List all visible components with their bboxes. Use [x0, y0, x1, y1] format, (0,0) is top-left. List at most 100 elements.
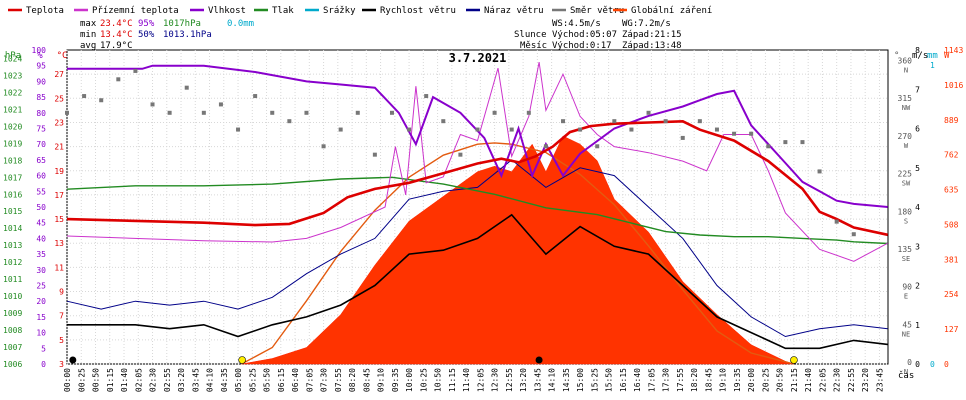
axis-time-tick: 06:15: [277, 368, 286, 392]
axis-hpa-tick: 1014: [3, 224, 22, 233]
axis-time-tick: 02:05: [134, 368, 143, 392]
axis-celsius-tick: 13: [54, 239, 64, 248]
axis-hpa-unit: hPa: [5, 51, 21, 61]
stat-max-label: max: [80, 19, 97, 29]
axis-time-tick: 07:55: [334, 368, 343, 392]
axis-direction-tick: 360: [898, 57, 913, 66]
chart-title: 3.7.2021: [449, 51, 507, 65]
axis-celsius-tick: 27: [54, 70, 64, 79]
axis-time-tick: 12:55: [505, 368, 514, 392]
series-ground-temperature-line: [66, 62, 888, 262]
wind-direction-point: [372, 152, 377, 157]
wind-direction-point: [253, 94, 258, 99]
legend-label: Tlak: [272, 6, 294, 16]
axis-hpa-tick: 1017: [3, 173, 22, 182]
axis-time-tick: 17:55: [676, 368, 685, 392]
axis-ms-tick: 1: [915, 321, 920, 330]
stat-wind-speed: WS:4.5m/s: [552, 19, 601, 29]
axis-direction-tick: 0: [907, 358, 912, 367]
axis-ms-tick: 8: [915, 46, 920, 55]
axis-celsius-tick: 5: [59, 336, 64, 345]
axis-percent-tick: 30: [36, 266, 46, 275]
axis-time-tick: 13:45: [533, 368, 542, 392]
axis-time-tick: 23:20: [861, 368, 870, 392]
stat-max-humidity: 95%: [138, 19, 155, 29]
moon-set: Západ:13:48: [622, 41, 682, 51]
axis-time-tick: 16:15: [619, 368, 628, 392]
wind-direction-point: [475, 127, 480, 132]
legend-label: Náraz větru: [484, 6, 544, 16]
axis-mm-tick: 0: [930, 360, 935, 369]
axis-time-tick: 20:25: [761, 368, 770, 392]
wind-direction-point: [595, 144, 600, 149]
axis-hpa-tick: 1021: [3, 105, 22, 114]
axis-time-tick: 21:15: [790, 368, 799, 392]
wind-direction-point: [407, 127, 412, 132]
axis-w-tick: 127: [944, 325, 959, 334]
axis-percent-tick: 45: [36, 219, 46, 228]
wind-direction-point: [578, 127, 583, 132]
axis-time-tick: 02:55: [163, 368, 172, 392]
axis-time-tick: 16:40: [633, 368, 642, 392]
axis-time-tick: 08:45: [362, 368, 371, 392]
axis-time-tick: 13:20: [519, 368, 528, 392]
axis-direction-tick: 225: [898, 170, 913, 179]
axis-time-tick: 19:35: [733, 368, 742, 392]
axis-percent-tick: 90: [36, 77, 46, 86]
wind-direction-point: [834, 219, 839, 224]
series-global-radiation-area: [241, 135, 794, 365]
axis-ms-tick: 7: [915, 85, 920, 94]
axis-hpa-tick: 1016: [3, 190, 22, 199]
axis-direction-name: NW: [902, 104, 911, 112]
axis-hpa-tick: 1007: [3, 343, 22, 352]
axis-time-tick: 11:40: [462, 368, 471, 392]
axis-time-tick: 04:10: [206, 368, 215, 392]
wind-direction-point: [218, 102, 223, 107]
axis-direction-name: N: [904, 67, 908, 75]
axis-direction-unit: °: [894, 51, 899, 61]
axis-percent-tick: 40: [36, 234, 46, 243]
axis-ms-tick: 5: [915, 164, 920, 173]
axis-hpa-tick: 1018: [3, 156, 22, 165]
axis-w-tick: 1143: [944, 46, 963, 55]
axis-direction-name: W: [904, 142, 909, 150]
series-wind-gust-line: [66, 159, 888, 338]
wind-direction-point: [851, 232, 856, 237]
axis-percent-tick: 20: [36, 297, 46, 306]
axis-percent-tick: 80: [36, 109, 46, 118]
axis-hpa-tick: 1012: [3, 258, 22, 267]
wind-direction-point: [321, 144, 326, 149]
axis-time-tick: 10:25: [419, 368, 428, 392]
axis-direction-name: SW: [902, 180, 911, 188]
series-temperature-line: [66, 119, 888, 237]
wind-direction-point: [697, 119, 702, 124]
wind-direction-point: [82, 94, 87, 99]
axis-hpa-tick: 1013: [3, 241, 22, 250]
axis-direction-tick: 90: [902, 283, 912, 292]
axis-hpa-tick: 1015: [3, 207, 22, 216]
axis-time-tick: 21:40: [804, 368, 813, 392]
axis-percent-unit: %: [37, 51, 43, 61]
stat-wind-gust: WG:7.2m/s: [622, 19, 671, 29]
axis-w-tick: 0: [944, 360, 949, 369]
stat-max-temp: 23.4°C: [100, 19, 133, 29]
axis-percent-tick: 10: [36, 329, 46, 338]
axis-time-tick: 22:30: [833, 368, 842, 392]
wind-direction-point: [766, 144, 771, 149]
wind-direction-point: [612, 119, 617, 124]
axis-w-tick: 762: [944, 151, 959, 160]
axis-time-tick: 22:55: [847, 368, 856, 392]
axis-percent-tick: 25: [36, 282, 46, 291]
axis-percent-tick: 85: [36, 93, 46, 102]
axis-time-tick: 18:20: [690, 368, 699, 392]
sun-set: Západ:21:15: [622, 30, 682, 40]
axis-ms-tick: 2: [915, 282, 920, 291]
axis-percent-tick: 0: [41, 360, 46, 369]
legend-label: Rychlost větru: [380, 6, 456, 16]
wind-direction-point: [663, 119, 668, 124]
axis-w-tick: 889: [944, 116, 959, 125]
axis-direction-tick: 180: [898, 207, 913, 216]
axis-direction-tick: 315: [898, 94, 913, 103]
legend-label: Teplota: [26, 6, 64, 16]
wind-direction-point: [783, 140, 788, 145]
